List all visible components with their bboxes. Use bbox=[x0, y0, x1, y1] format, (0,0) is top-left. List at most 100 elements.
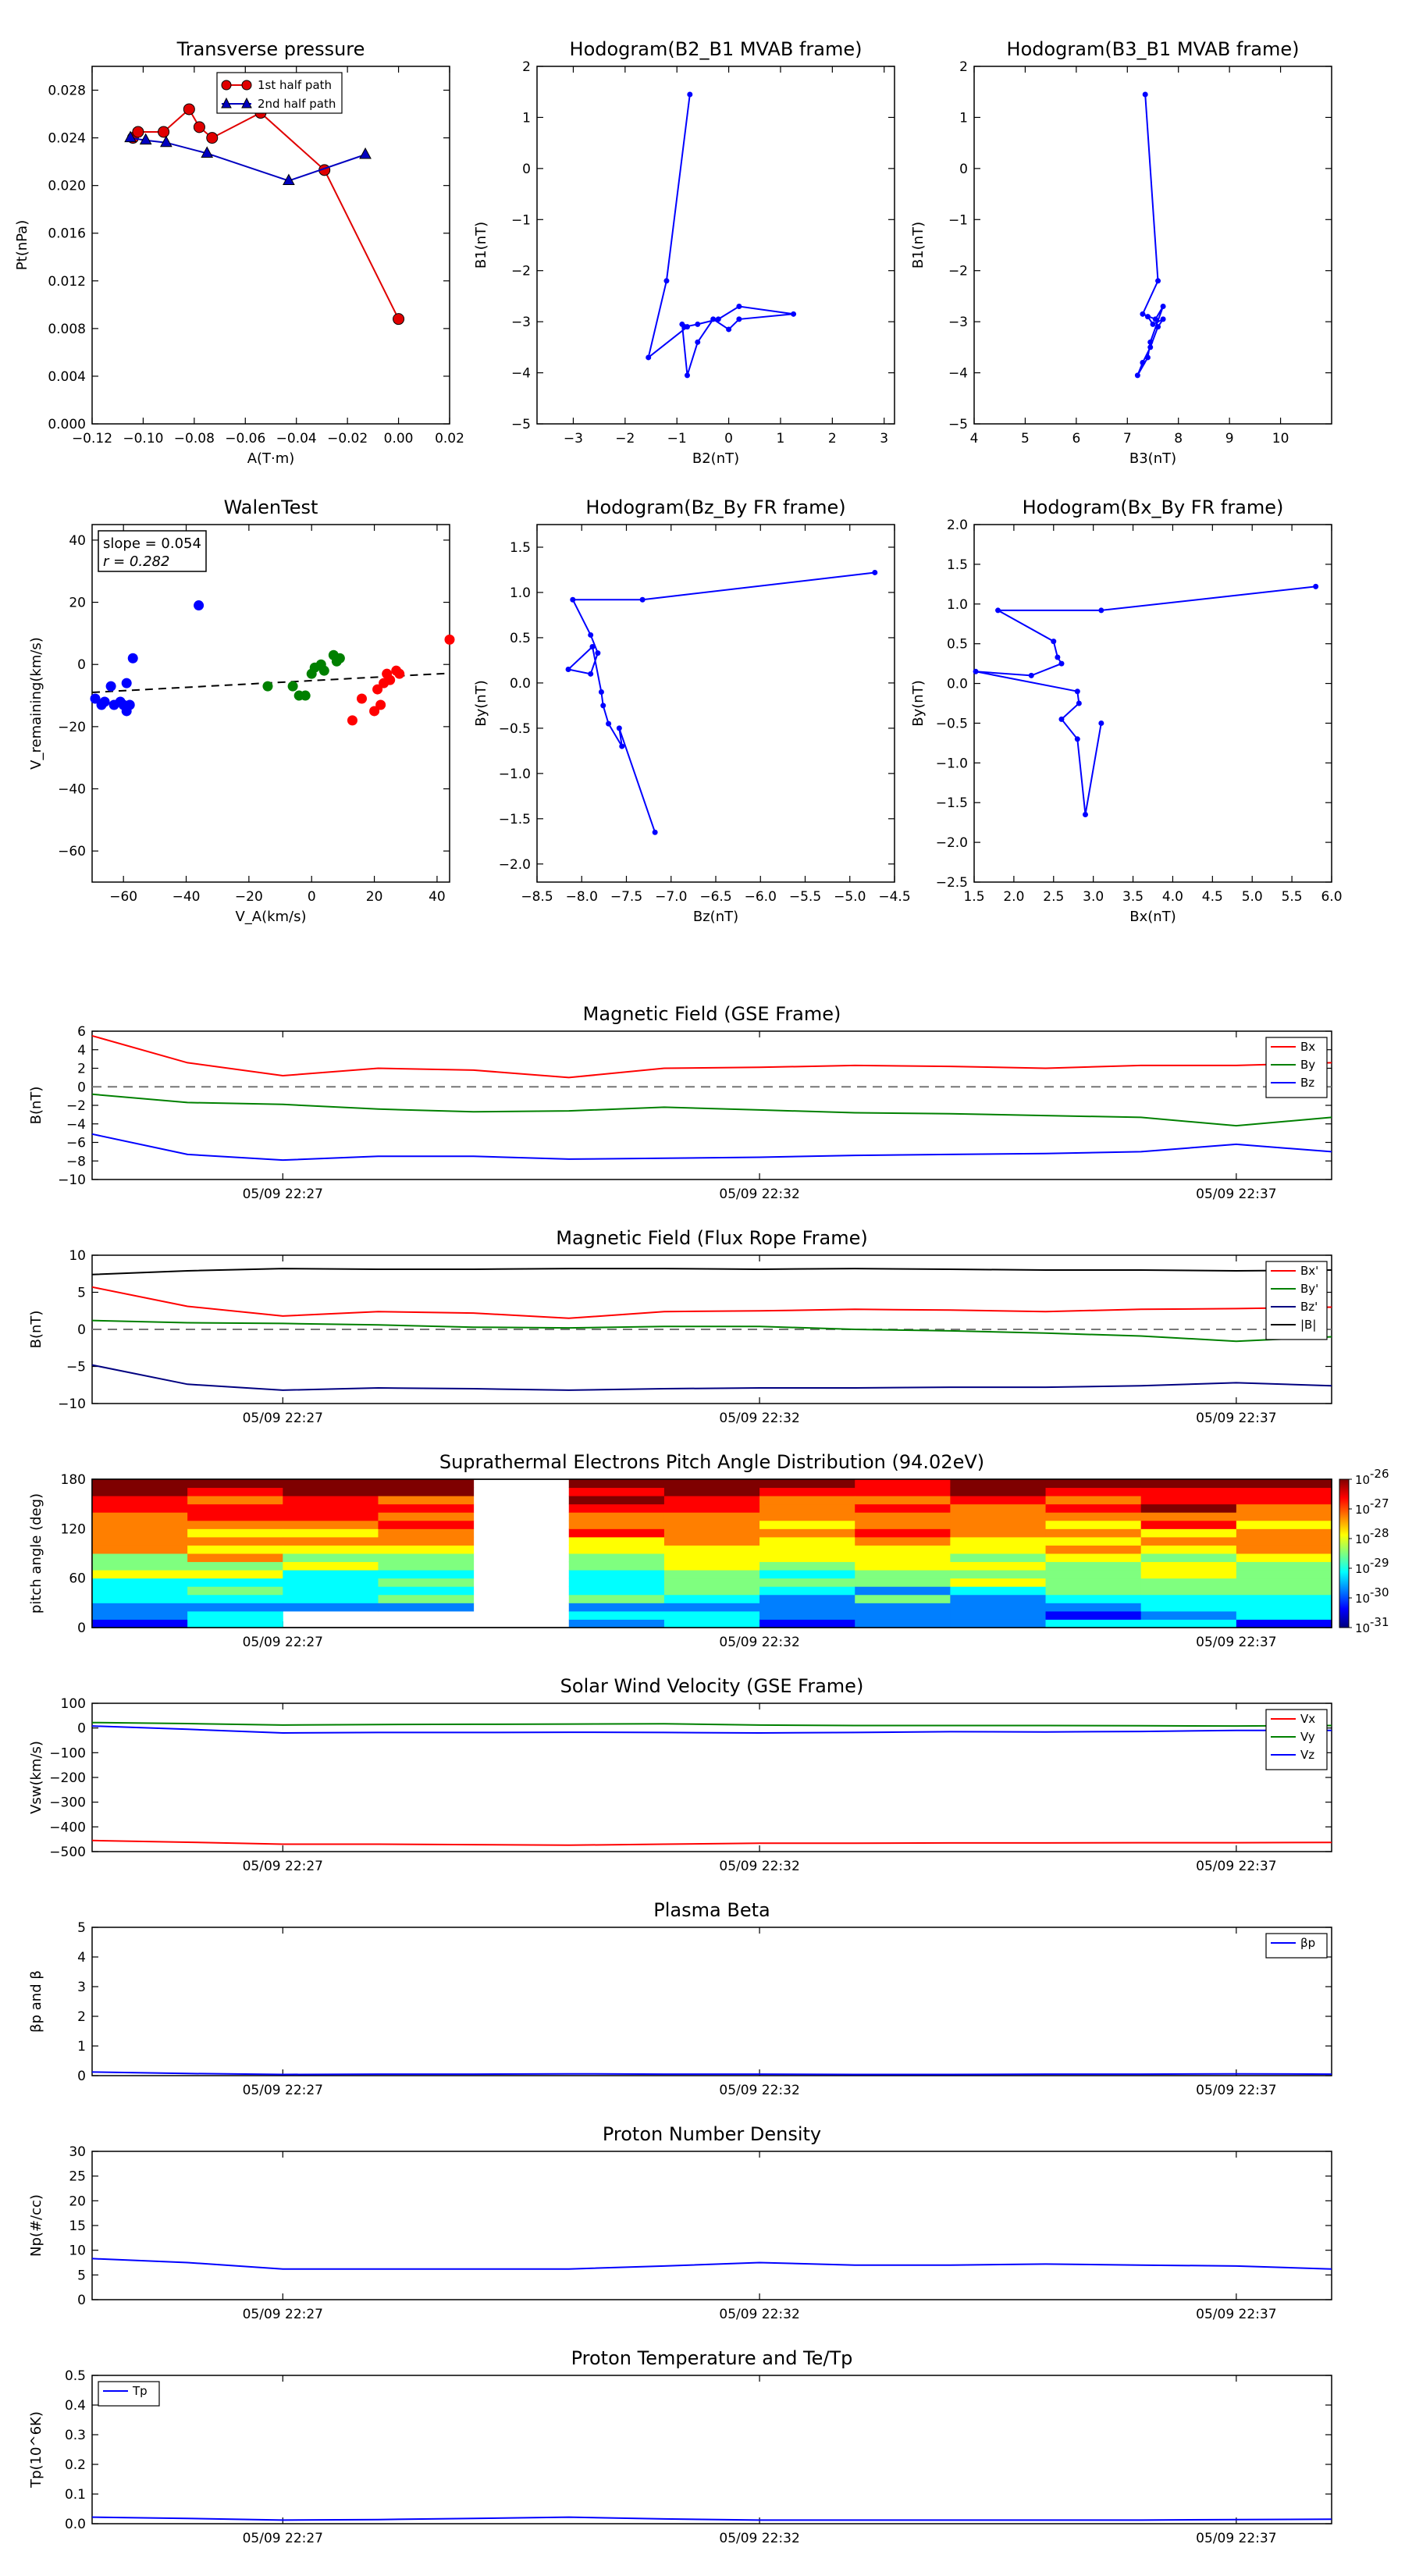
series-line-0 bbox=[91, 1286, 1332, 1319]
walen-point bbox=[334, 653, 345, 664]
y-tick-label: −5 bbox=[66, 1360, 86, 1375]
heatmap-cell bbox=[283, 1553, 379, 1563]
heatmap-cell bbox=[1236, 1503, 1332, 1513]
x-tick-label: 4.0 bbox=[1162, 889, 1183, 905]
heatmap-cell bbox=[855, 1594, 951, 1603]
heatmap-cell bbox=[759, 1487, 855, 1496]
hodogram-line bbox=[975, 585, 1316, 815]
r-annotation: r = 0.282 bbox=[103, 553, 169, 570]
colorbar-label-exp: -27 bbox=[1370, 1496, 1389, 1510]
legend-label: βp bbox=[1300, 1936, 1315, 1950]
hodogram-point bbox=[570, 596, 576, 603]
hodogram-point bbox=[872, 569, 878, 575]
hodogram-point bbox=[1150, 321, 1156, 327]
hodogram-point bbox=[1058, 716, 1065, 722]
hodogram-point bbox=[606, 720, 612, 727]
heatmap-cell bbox=[759, 1545, 855, 1554]
x-tick-label: 05/09 22:32 bbox=[719, 2083, 799, 2098]
data-point bbox=[160, 135, 173, 148]
x-tick-label: −4.5 bbox=[878, 889, 910, 905]
heatmap-cell bbox=[92, 1503, 188, 1513]
panel-h3: Hodogram(Bz_By FR frame) −8.5 −8.0 −7.5 −7.0… bbox=[473, 496, 911, 925]
chart-title: Hodogram(B3_B1 MVAB frame) bbox=[1007, 38, 1300, 60]
heatmap-cell bbox=[663, 1545, 760, 1554]
heatmap-cell bbox=[568, 1603, 665, 1612]
y-tick-label: 0 bbox=[522, 162, 531, 177]
hodogram-point bbox=[684, 372, 690, 379]
heatmap-cell bbox=[950, 1528, 1047, 1538]
y-tick-label: 1.0 bbox=[510, 585, 531, 601]
y-tick-label: 2 bbox=[959, 59, 968, 75]
heatmap-cell bbox=[92, 1545, 188, 1554]
colorbar-label-base: 10 bbox=[1355, 1562, 1370, 1576]
heatmap-cell bbox=[187, 1528, 283, 1538]
heatmap-cell bbox=[950, 1536, 1047, 1546]
heatmap-cell bbox=[1045, 1520, 1142, 1529]
hodogram-point bbox=[646, 354, 652, 361]
x-tick-label: 9 bbox=[1225, 431, 1234, 447]
hodogram-point bbox=[1313, 583, 1319, 589]
heatmap-cell bbox=[92, 1619, 188, 1628]
panel-tp2: Proton Temperature and Te/Tp 05/09 22:27 0… bbox=[28, 2347, 1332, 2546]
walen-point bbox=[444, 634, 455, 645]
heatmap-cell bbox=[378, 1603, 475, 1612]
x-tick-label: 0.00 bbox=[384, 431, 414, 447]
y-tick-label: 0.004 bbox=[48, 369, 86, 385]
x-tick-label: 0 bbox=[724, 431, 733, 447]
hodogram-point bbox=[619, 743, 625, 749]
x-tick-label: −0.12 bbox=[72, 431, 112, 447]
legend-marker bbox=[241, 97, 252, 109]
y-tick-label: 20 bbox=[69, 596, 86, 611]
hodogram-point bbox=[695, 339, 701, 345]
hodogram-point bbox=[1155, 278, 1161, 284]
heatmap-cell bbox=[950, 1487, 1047, 1496]
series-line-0 bbox=[91, 1839, 1332, 1846]
x-tick-label: 05/09 22:27 bbox=[243, 1411, 323, 1426]
x-tick-label: −8.0 bbox=[566, 889, 598, 905]
heatmap-cell bbox=[1140, 1545, 1237, 1554]
x-tick-label: −0.04 bbox=[276, 431, 317, 447]
y-axis-label: B1(nT) bbox=[910, 222, 927, 269]
heatmap-cell bbox=[759, 1528, 855, 1538]
heatmap-cell bbox=[1140, 1570, 1237, 1579]
heatmap-cell bbox=[283, 1512, 379, 1521]
y-tick-label: −5 bbox=[511, 417, 531, 432]
heatmap-cell bbox=[1045, 1603, 1142, 1612]
hodogram-line bbox=[647, 94, 794, 376]
y-tick-label: 2 bbox=[522, 59, 531, 75]
heatmap-cell bbox=[1236, 1487, 1332, 1496]
y-tick-label: 1 bbox=[77, 2039, 86, 2055]
hodogram-line bbox=[1136, 94, 1166, 376]
heatmap-cell bbox=[1140, 1512, 1237, 1521]
heatmap-cell bbox=[92, 1603, 188, 1612]
panel-tp: Transverse pressure−0.12 −0.10 −0.08 −0.06−… bbox=[14, 38, 464, 467]
heatmap-cell bbox=[950, 1619, 1047, 1628]
x-tick-label: −7.5 bbox=[610, 889, 642, 905]
heatmap-cell bbox=[378, 1528, 475, 1538]
heatmap-cell bbox=[568, 1512, 665, 1521]
plot-frame bbox=[91, 66, 450, 425]
legend-label: Bx bbox=[1300, 1040, 1315, 1054]
chart-title: Transverse pressure bbox=[176, 38, 365, 60]
series-line-1 bbox=[91, 1319, 1332, 1343]
heatmap-cell bbox=[187, 1561, 283, 1571]
heatmap-cell bbox=[378, 1503, 475, 1513]
heatmap-cell bbox=[1045, 1594, 1142, 1603]
x-tick-label: 40 bbox=[429, 889, 446, 905]
heatmap-cell bbox=[663, 1594, 760, 1603]
series-line-3 bbox=[91, 1268, 1332, 1276]
chart-title: WalenTest bbox=[224, 496, 318, 518]
heatmap-cell bbox=[1236, 1536, 1332, 1546]
heatmap-cell bbox=[1140, 1553, 1237, 1563]
heatmap-cell bbox=[187, 1487, 283, 1496]
heatmap-cell bbox=[663, 1487, 760, 1496]
x-tick-label: 05/09 22:27 bbox=[243, 1859, 323, 1874]
heatmap-cell bbox=[759, 1553, 855, 1563]
heatmap-cell bbox=[568, 1553, 665, 1563]
heatmap-cell bbox=[568, 1487, 665, 1496]
heatmap-cell bbox=[378, 1536, 475, 1546]
x-tick-label: −40 bbox=[173, 889, 201, 905]
data-point bbox=[393, 313, 405, 326]
hodogram-point bbox=[1160, 316, 1166, 322]
colorbar-label-base: 10 bbox=[1355, 1621, 1370, 1635]
